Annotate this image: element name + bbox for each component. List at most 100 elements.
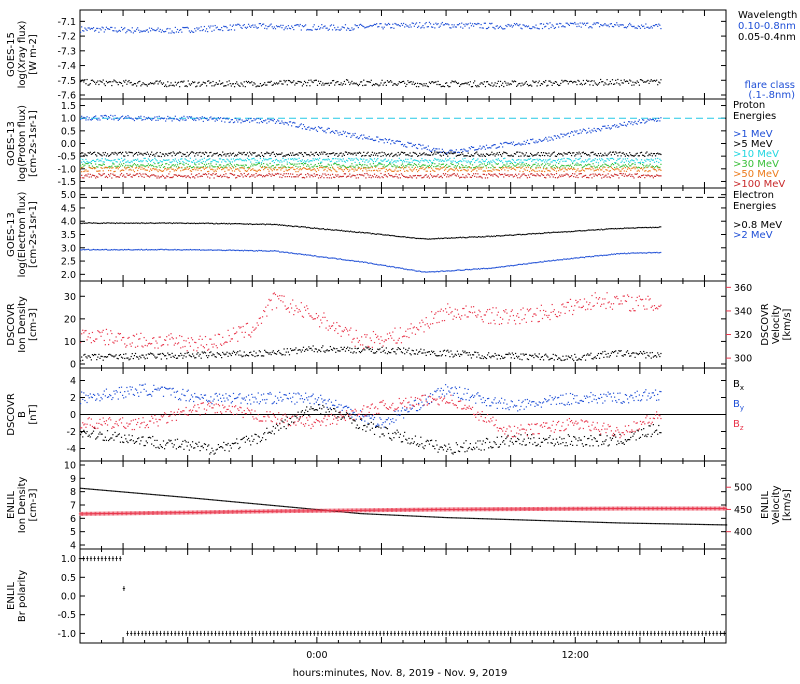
data-point (463, 169, 464, 170)
data-point (187, 222, 188, 223)
data-point (519, 177, 520, 178)
data-point (594, 176, 595, 177)
data-point (416, 86, 417, 87)
data-point (409, 152, 410, 153)
data-point (653, 159, 654, 160)
data-point (417, 166, 418, 167)
data-point (488, 147, 489, 148)
data-point (149, 171, 150, 172)
data-point (381, 27, 382, 28)
data-point (88, 85, 89, 86)
data-point (207, 81, 208, 82)
data-point (100, 115, 101, 116)
data-point (587, 81, 588, 82)
data-point (527, 26, 528, 27)
data-point (636, 83, 637, 84)
data-point (264, 82, 265, 83)
data-point (617, 24, 618, 25)
data-point (377, 158, 378, 159)
data-point (193, 82, 194, 83)
data-point (317, 29, 318, 30)
data-point (80, 223, 81, 224)
data-point (653, 177, 654, 178)
data-point (221, 155, 222, 156)
data-point (605, 175, 606, 176)
data-point (435, 154, 436, 155)
data-point (314, 227, 315, 228)
data-point (245, 121, 246, 122)
data-point (436, 175, 437, 176)
data-point (287, 84, 288, 85)
data-point (344, 155, 345, 156)
data-point (387, 80, 388, 81)
data-point (328, 174, 329, 175)
data-point (613, 26, 614, 27)
data-point (393, 142, 394, 143)
data-point (116, 81, 117, 82)
data-point (304, 81, 305, 82)
data-point (411, 26, 412, 27)
data-point (198, 152, 199, 153)
data-point (584, 161, 585, 162)
data-point (158, 83, 159, 84)
data-point (425, 154, 426, 155)
data-point (450, 161, 451, 162)
data-point (156, 160, 157, 161)
data-point (506, 167, 507, 168)
data-point (489, 170, 490, 171)
data-point (474, 167, 475, 168)
data-point (139, 81, 140, 82)
data-point (357, 152, 358, 153)
data-point (267, 82, 268, 83)
data-point (547, 174, 548, 175)
data-point (552, 161, 553, 162)
data-point (441, 164, 442, 165)
data-point (128, 30, 129, 31)
data-point (235, 223, 236, 224)
data-point (555, 135, 556, 136)
data-point (391, 175, 392, 176)
data-point (555, 232, 556, 233)
data-point (576, 175, 577, 176)
data-point (156, 80, 157, 81)
data-point (394, 169, 395, 170)
data-point (126, 153, 127, 154)
data-point (648, 175, 649, 176)
data-point (433, 24, 434, 25)
data-point (418, 144, 419, 145)
data-point (131, 118, 132, 119)
data-point (559, 175, 560, 176)
data-point (104, 173, 105, 174)
data-point (111, 27, 112, 28)
data-point (642, 155, 643, 156)
data-point (347, 160, 348, 161)
data-point (553, 165, 554, 166)
data-point (360, 153, 361, 154)
data-point (261, 85, 262, 86)
data-point (207, 166, 208, 167)
data-point (646, 167, 647, 168)
data-point (573, 81, 574, 82)
data-point (89, 117, 90, 118)
data-point (638, 167, 639, 168)
data-point (495, 144, 496, 145)
data-point (163, 167, 164, 168)
data-point (235, 154, 236, 155)
data-point (361, 168, 362, 169)
data-point (617, 127, 618, 128)
data-point (463, 155, 464, 156)
data-point (141, 154, 142, 155)
data-point (581, 170, 582, 171)
data-point (606, 158, 607, 159)
data-point (425, 23, 426, 24)
data-point (146, 165, 147, 166)
data-point (359, 137, 360, 138)
data-point (419, 175, 420, 176)
data-point (473, 82, 474, 83)
data-point (430, 83, 431, 84)
data-point (412, 162, 413, 163)
data-point (192, 223, 193, 224)
data-point (432, 154, 433, 155)
data-point (463, 160, 464, 161)
data-point (597, 166, 598, 167)
